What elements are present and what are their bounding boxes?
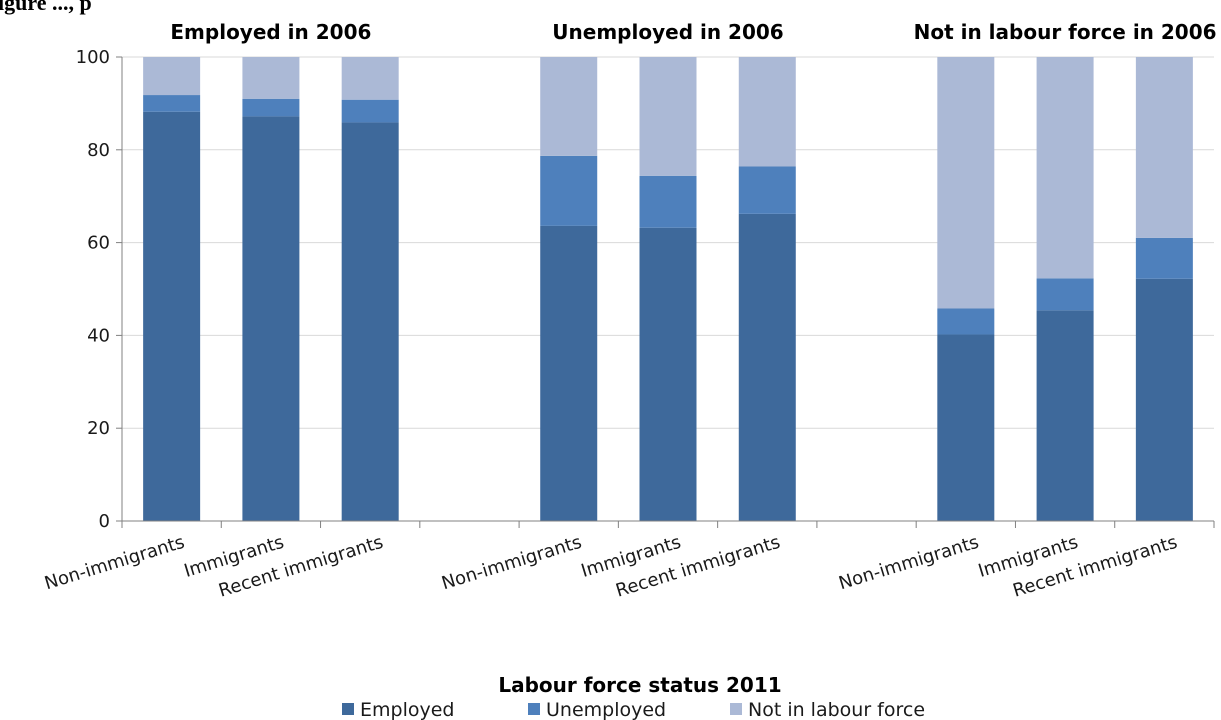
x-category-label: Recent immigrants <box>216 532 385 602</box>
legend: Employed Unemployed Not in labour force <box>342 699 925 720</box>
x-category-label: Recent immigrants <box>613 532 782 602</box>
y-tick-label: 0 <box>99 511 110 532</box>
y-tick-label: 40 <box>87 325 110 346</box>
x-category-label: Non-immigrants <box>836 532 981 595</box>
bar-segment-not-in-labour-force <box>738 57 796 167</box>
y-tick-label: 80 <box>87 140 110 161</box>
legend-label: Not in labour force <box>748 699 925 720</box>
x-axis-title: Labour force status 2011 <box>498 673 781 697</box>
bar-segment-unemployed <box>639 175 697 228</box>
bar-segment-employed <box>1135 278 1193 521</box>
bar-segment-employed <box>1036 310 1094 521</box>
bar-segment-not-in-labour-force <box>143 57 201 96</box>
bar-segment-unemployed <box>242 98 300 117</box>
bar-segment-not-in-labour-force <box>242 57 300 99</box>
bar-segment-unemployed <box>1036 278 1094 311</box>
x-category-label: Non-immigrants <box>439 532 584 595</box>
bar-segment-unemployed <box>540 155 598 226</box>
bar-segment-employed <box>143 111 201 521</box>
bar-segment-employed <box>540 225 598 521</box>
legend-swatch-unemployed <box>528 703 540 715</box>
bar-segment-employed <box>639 227 697 521</box>
bar-segment-unemployed <box>143 95 201 112</box>
group-title: Not in labour force in 2006 <box>914 20 1217 44</box>
bar-segment-unemployed <box>738 166 796 214</box>
x-category-label: Non-immigrants <box>42 532 187 595</box>
group-title: Employed in 2006 <box>170 20 371 44</box>
bar-segment-employed <box>738 213 796 521</box>
bar-segment-unemployed <box>341 99 399 123</box>
bar-segment-employed <box>937 334 995 521</box>
x-category-label: Recent immigrants <box>1010 532 1179 602</box>
bar-segment-not-in-labour-force <box>540 57 598 156</box>
y-tick-label: 100 <box>76 47 110 68</box>
axes <box>116 56 1215 528</box>
bar-segment-not-in-labour-force <box>1135 57 1193 238</box>
legend-swatch-not-in-labour-force <box>730 703 742 715</box>
bars <box>143 57 1193 521</box>
y-tick-label: 60 <box>87 233 110 254</box>
bar-segment-not-in-labour-force <box>1036 57 1094 279</box>
bar-segment-employed <box>341 122 399 521</box>
legend-swatch-employed <box>342 703 354 715</box>
y-tick-label: 20 <box>87 418 110 439</box>
bar-segment-unemployed <box>937 308 995 335</box>
bar-segment-employed <box>242 116 300 521</box>
bar-segment-not-in-labour-force <box>341 57 399 100</box>
bar-segment-unemployed <box>1135 237 1193 279</box>
bar-segment-not-in-labour-force <box>639 57 697 176</box>
page-title-fragment: igure ..., p <box>0 0 92 15</box>
group-title: Unemployed in 2006 <box>552 20 783 44</box>
legend-label: Unemployed <box>546 699 666 720</box>
legend-label: Employed <box>360 699 454 720</box>
bar-segment-not-in-labour-force <box>937 57 995 309</box>
